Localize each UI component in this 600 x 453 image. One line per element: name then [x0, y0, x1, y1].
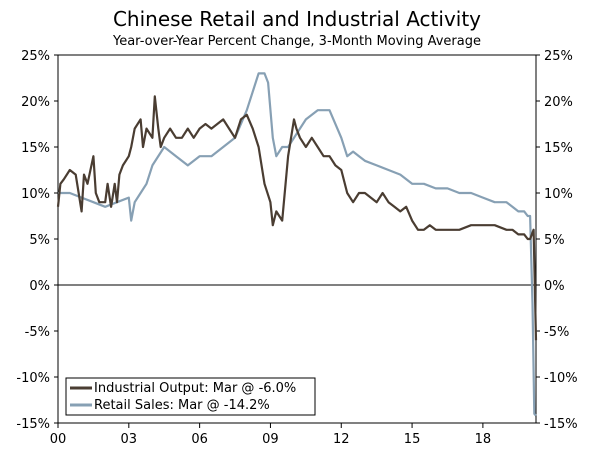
y-tick-left-minus-5: -5%	[25, 325, 50, 340]
x-tick-18: 18	[475, 432, 492, 447]
chart-title: Chinese Retail and Industrial Activity	[113, 7, 481, 31]
y-tick-right-25: 25%	[544, 49, 573, 64]
legend-label-retail-sales: Retail Sales: Mar @ -14.2%	[94, 398, 270, 413]
x-tick-09: 09	[262, 432, 279, 447]
y-axis-right: -15% -10% -5% 0% 5% 10% 15% 20% 25%	[536, 49, 578, 432]
legend: Industrial Output: Mar @ -6.0% Retail Sa…	[65, 377, 316, 416]
x-tick-15: 15	[404, 432, 421, 447]
y-tick-left-15: 15%	[21, 141, 50, 156]
x-axis: 00 03 06 09 12 15 18	[50, 423, 491, 447]
y-tick-right-15: 15%	[544, 141, 573, 156]
x-tick-06: 06	[191, 432, 208, 447]
y-tick-left-20: 20%	[21, 95, 50, 110]
x-tick-12: 12	[333, 432, 350, 447]
y-tick-right-minus-15: -15%	[544, 417, 578, 432]
y-tick-right-5: 5%	[544, 233, 565, 248]
x-tick-03: 03	[121, 432, 138, 447]
y-tick-right-minus-5: -5%	[544, 325, 569, 340]
series-line-retail-sales	[58, 72, 537, 417]
series-line-industrial-output	[56, 95, 538, 341]
series-lines	[56, 72, 538, 417]
legend-label-industrial-output: Industrial Output: Mar @ -6.0%	[94, 381, 296, 396]
x-tick-00: 00	[50, 432, 67, 447]
y-tick-left-minus-10: -10%	[16, 371, 50, 386]
y-tick-left-25: 25%	[21, 49, 50, 64]
y-tick-right-10: 10%	[544, 187, 573, 202]
y-tick-right-20: 20%	[544, 95, 573, 110]
chart-subtitle: Year-over-Year Percent Change, 3-Month M…	[112, 34, 481, 49]
legend-box	[65, 377, 316, 416]
y-tick-right-0: 0%	[544, 279, 565, 294]
y-tick-left-5: 5%	[29, 233, 50, 248]
plot-area	[57, 54, 537, 424]
y-tick-left-0: 0%	[29, 279, 50, 294]
y-tick-left-minus-15: -15%	[16, 417, 50, 432]
y-tick-left-10: 10%	[21, 187, 50, 202]
y-axis-left: -15% -10% -5% 0% 5% 10% 15% 20% 25%	[16, 49, 58, 432]
y-tick-right-minus-10: -10%	[544, 371, 578, 386]
